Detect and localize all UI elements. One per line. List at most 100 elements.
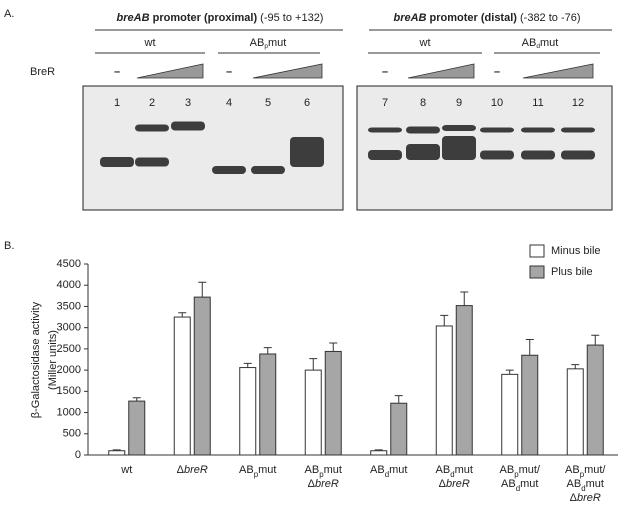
gel-band: [561, 150, 595, 160]
error-bar: [243, 362, 252, 368]
text-run: p: [254, 470, 259, 479]
text-run: p: [514, 470, 519, 479]
y-axis-label: (Miller units): [47, 330, 59, 390]
bar: [586, 344, 604, 456]
text-run: (-95 to +132): [257, 12, 323, 24]
error-bar: [112, 449, 121, 451]
bar: [435, 325, 453, 456]
text-run: p: [264, 43, 268, 50]
bar: [173, 316, 191, 456]
x-tick-label: ABpmut/: [500, 464, 541, 479]
bar: [566, 368, 584, 456]
text-run: mut: [389, 464, 407, 476]
text-run: mut: [324, 464, 342, 476]
text-run: mut: [258, 464, 276, 476]
lane-number: 5: [265, 97, 271, 109]
x-tick-label: ABpmut: [305, 464, 342, 479]
y-tick-label: 2000: [57, 364, 81, 376]
x-tick-label: ΔbreR: [570, 492, 601, 504]
error-bar: [329, 342, 338, 352]
text-run: Δ: [177, 464, 185, 476]
y-tick-label: 3500: [57, 300, 81, 312]
control-minus: –: [494, 66, 500, 78]
text-run: mut: [520, 478, 538, 490]
gel-band: [561, 127, 595, 133]
x-tick-label: ABdmut: [370, 464, 407, 479]
legend-label: Plus bile: [551, 266, 593, 278]
bar: [324, 350, 342, 456]
text-run: mut: [586, 478, 604, 490]
gel-title: breAB promoter (proximal) (-95 to +132): [117, 12, 324, 24]
gel-band: [480, 127, 514, 133]
lane-number: 1: [114, 97, 120, 109]
text-run: mut/: [519, 464, 541, 476]
bar: [193, 296, 211, 456]
gel-band: [368, 127, 402, 133]
error-bar: [178, 312, 187, 318]
legend-swatch: [529, 265, 545, 279]
text-run: d: [385, 470, 389, 479]
dose-wedge: [136, 63, 204, 79]
lane-number: 12: [572, 97, 584, 109]
bar: [304, 369, 322, 456]
panel-label: B.: [4, 240, 14, 252]
gel-band: [480, 150, 514, 160]
error-bar: [309, 358, 318, 371]
error-bar: [460, 291, 469, 306]
error-bar: [263, 347, 272, 354]
bar: [239, 367, 257, 456]
error-bar: [505, 369, 514, 375]
error-bar: [440, 314, 449, 326]
bar: [521, 354, 539, 456]
text-run: breR: [577, 492, 601, 504]
group-label: wt: [144, 37, 156, 49]
bar: [128, 400, 146, 456]
y-axis-label: β-Galactosidase activity: [30, 301, 42, 418]
legend-swatch: [529, 244, 545, 258]
x-tick-label: ΔbreR: [177, 464, 208, 476]
text-run: AB: [370, 464, 385, 476]
text-run: mut/: [584, 464, 606, 476]
gel-image: [356, 85, 613, 211]
gel-title: breAB promoter (distal) (-382 to -76): [393, 12, 580, 24]
text-run: mut: [268, 37, 286, 49]
text-run: AB: [305, 464, 320, 476]
gel-band: [171, 121, 205, 131]
text-run: AB: [565, 464, 580, 476]
lane-number: 8: [420, 97, 426, 109]
lane-number: 4: [226, 97, 232, 109]
lane-number: 3: [185, 97, 191, 109]
error-bar: [571, 364, 580, 369]
text-run: breR: [184, 464, 208, 476]
bar: [370, 450, 388, 456]
text-run: breAB: [393, 12, 426, 24]
y-tick-label: 4000: [57, 279, 81, 291]
text-run: p: [319, 470, 324, 479]
x-tick-label: ABdmut: [436, 464, 473, 479]
bar: [455, 305, 473, 456]
panel-label: A.: [4, 8, 14, 20]
error-bar: [525, 339, 534, 356]
text-run: promoter (distal): [426, 12, 517, 24]
lane-number: 2: [149, 97, 155, 109]
error-bar: [132, 397, 141, 402]
bar: [108, 450, 126, 456]
text-run: (-382 to -76): [517, 12, 581, 24]
group-label: ABdmut: [522, 37, 559, 50]
error-bar: [591, 334, 600, 346]
text-run: AB: [500, 464, 515, 476]
text-run: wt: [144, 37, 156, 49]
stimulus-label: BreR: [30, 66, 55, 78]
gel-band: [100, 157, 134, 167]
gel-band: [212, 166, 246, 174]
y-tick-label: 0: [75, 449, 81, 461]
dose-wedge: [522, 63, 594, 79]
text-run: AB: [501, 478, 516, 490]
group-label: ABpmut: [250, 37, 287, 50]
text-run: AB: [250, 37, 265, 49]
lane-number: 9: [456, 97, 462, 109]
x-tick-label: ΔbreR: [308, 478, 339, 490]
gel-band: [406, 144, 440, 160]
text-run: wt: [419, 37, 431, 49]
